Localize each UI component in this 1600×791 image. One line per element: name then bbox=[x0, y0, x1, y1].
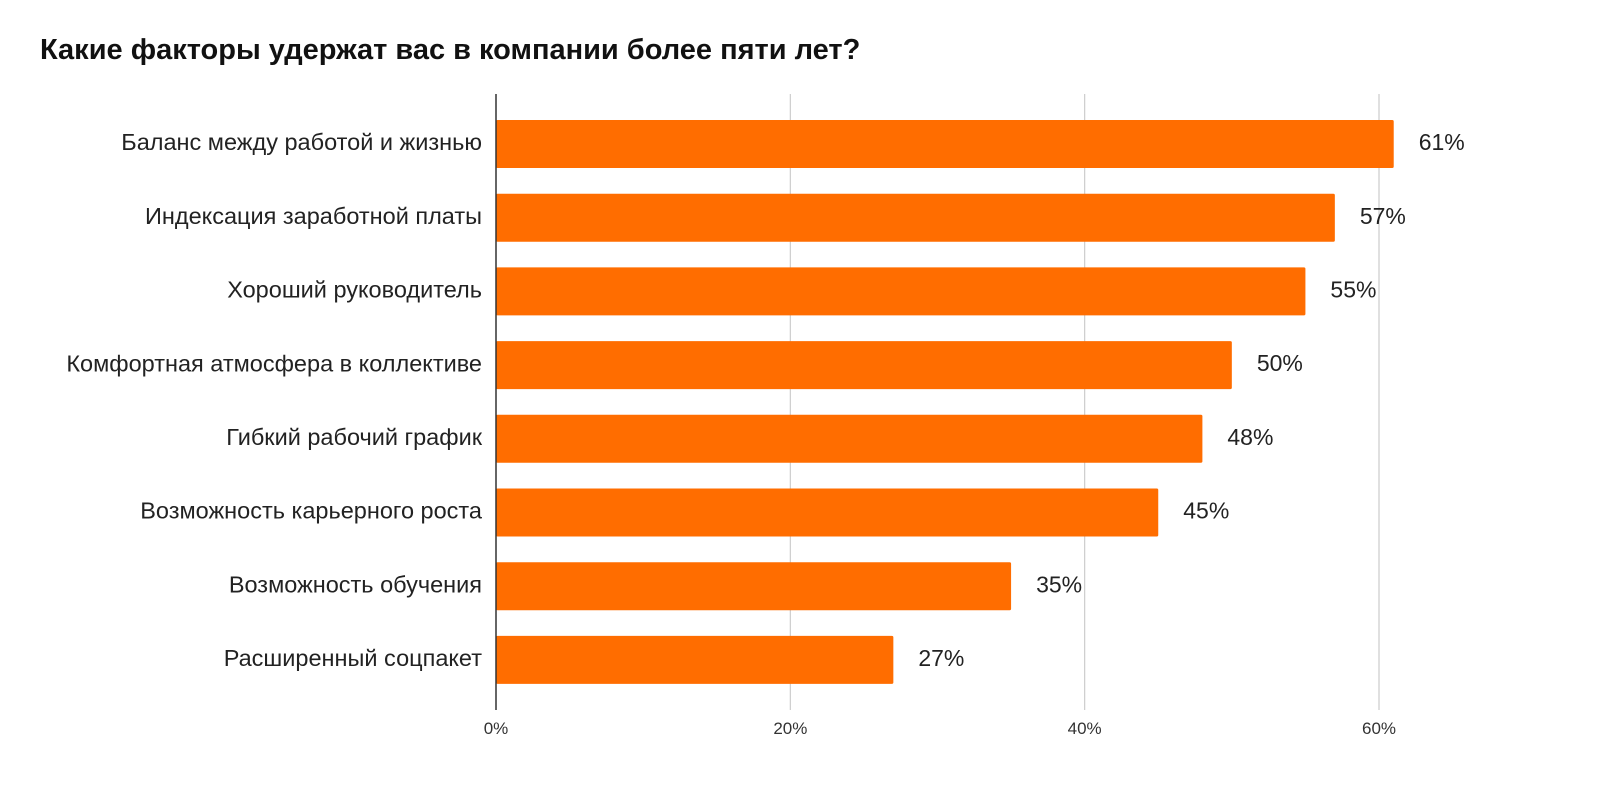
x-tick-label: 60% bbox=[1362, 719, 1396, 738]
category-label: Возможность обучения bbox=[229, 571, 482, 597]
category-label: Комфортная атмосфера в коллективе bbox=[66, 350, 482, 376]
x-tick-label: 40% bbox=[1068, 719, 1102, 738]
bar bbox=[496, 562, 1012, 611]
bar bbox=[496, 341, 1232, 390]
category-labels: Баланс между работой и жизнью Индексация … bbox=[66, 129, 483, 671]
value-label: 61% bbox=[1419, 129, 1465, 155]
value-label: 57% bbox=[1360, 203, 1406, 229]
value-label: 55% bbox=[1330, 276, 1376, 302]
value-label: 50% bbox=[1257, 350, 1303, 376]
value-label: 45% bbox=[1183, 498, 1229, 524]
chart-title: Какие факторы удержат вас в компании бол… bbox=[40, 34, 861, 66]
bar bbox=[496, 414, 1203, 463]
category-label: Индексация заработной платы bbox=[145, 203, 482, 229]
x-axis-ticks: 0% 20% 40% 60% bbox=[484, 719, 1396, 738]
gridlines bbox=[789, 94, 1380, 710]
value-labels: 61% 57% 55% 50% 48% 45% 35% 27% bbox=[918, 129, 1464, 671]
x-tick-label: 20% bbox=[773, 719, 807, 738]
value-label: 48% bbox=[1227, 424, 1273, 450]
bar bbox=[496, 193, 1335, 242]
category-label: Хороший руководитель bbox=[227, 277, 482, 303]
bars bbox=[496, 120, 1394, 684]
bar bbox=[496, 267, 1306, 316]
x-tick-label: 0% bbox=[484, 719, 509, 738]
value-label: 27% bbox=[918, 645, 964, 671]
category-label: Расширенный соцпакет bbox=[224, 645, 483, 671]
bar bbox=[496, 635, 894, 684]
value-label: 35% bbox=[1036, 571, 1082, 597]
bar bbox=[496, 488, 1159, 537]
bar bbox=[496, 120, 1394, 168]
category-label: Баланс между работой и жизнью bbox=[121, 129, 482, 155]
category-label: Гибкий рабочий график bbox=[226, 424, 482, 450]
category-label: Возможность карьерного роста bbox=[140, 498, 483, 524]
